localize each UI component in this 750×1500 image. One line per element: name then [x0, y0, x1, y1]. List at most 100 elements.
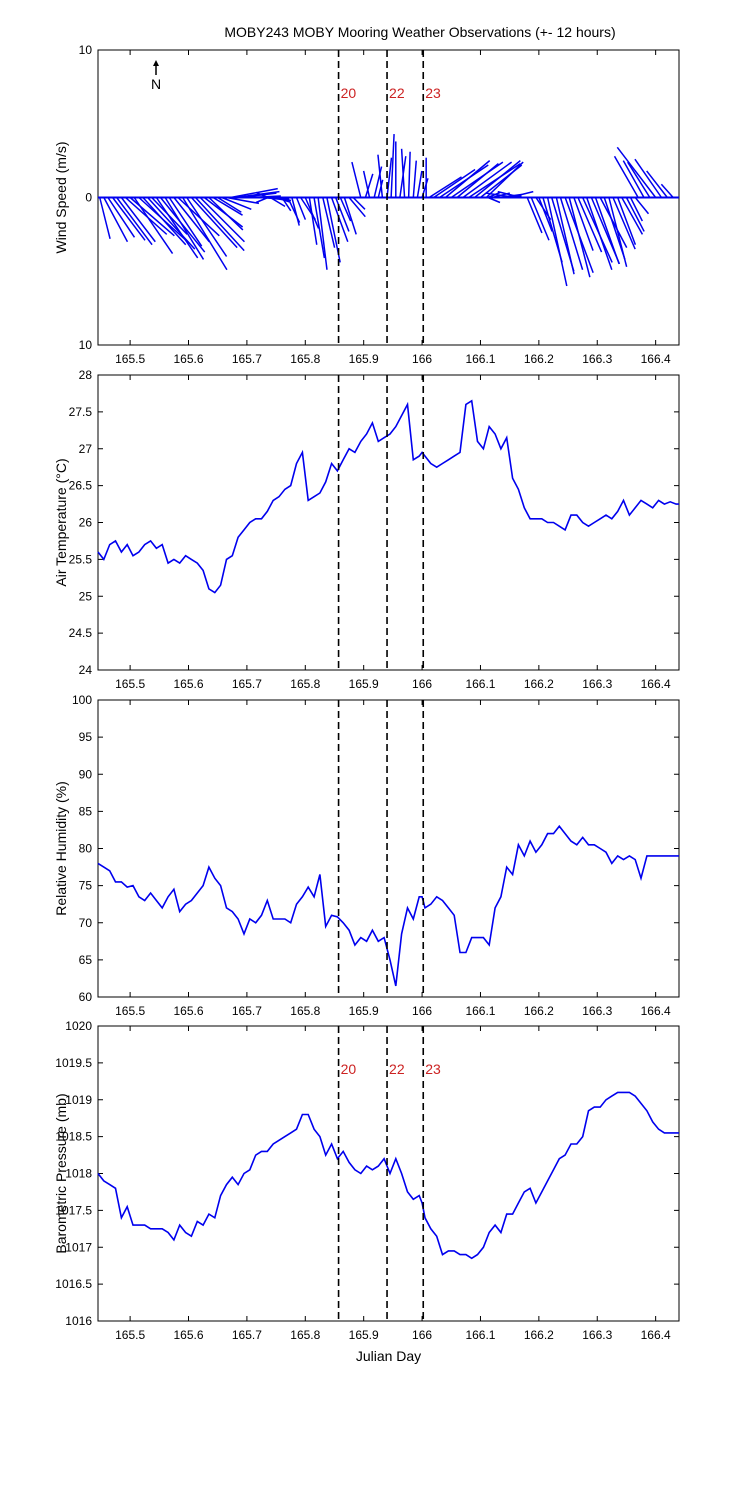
y-tick-label: 24 — [79, 663, 93, 677]
y-tick-label: 1020 — [65, 1019, 92, 1033]
wind-vector — [177, 196, 220, 237]
wind-vector — [230, 187, 278, 199]
wind-vector — [221, 196, 252, 210]
x-tick-label: 166.2 — [524, 1328, 554, 1342]
wind-vector — [444, 160, 491, 199]
wind-vector — [456, 162, 499, 199]
wind-vector — [627, 161, 651, 198]
x-tick-label: 166 — [412, 1004, 432, 1018]
x-axis-label: Julian Day — [356, 1348, 421, 1364]
wind-vector — [362, 170, 371, 198]
wind-vector — [339, 197, 352, 222]
y-tick-label: 1017.5 — [55, 1203, 92, 1217]
x-tick-label: 166.4 — [641, 1004, 671, 1018]
wind-vector — [646, 170, 668, 198]
x-tick-label: 165.7 — [232, 1328, 262, 1342]
wind-vector — [182, 197, 228, 271]
plot-frame — [97, 699, 680, 998]
wind-vector — [390, 134, 395, 198]
wind-vector — [559, 197, 584, 270]
x-tick-label: 165.8 — [290, 1328, 320, 1342]
y-tick-label: 26.5 — [69, 479, 93, 493]
wind-vector — [599, 197, 628, 249]
wind-vector — [474, 160, 521, 199]
data-series-line — [97, 399, 679, 594]
wind-vector — [190, 196, 238, 249]
x-tick-label: 165.9 — [349, 1328, 379, 1342]
wind-vector — [613, 155, 639, 198]
wind-vector — [147, 196, 196, 250]
y-tick-label: 24.5 — [69, 626, 93, 640]
x-tick-label: 166.3 — [582, 677, 612, 691]
wind-vector — [112, 197, 146, 241]
wind-vector — [433, 168, 476, 199]
plot-frame — [97, 374, 680, 671]
data-series-line — [97, 824, 679, 987]
x-tick-label: 165.8 — [290, 677, 320, 691]
wind-vector — [546, 197, 568, 287]
y-tick-label: 70 — [79, 916, 93, 930]
wind-vector — [226, 196, 260, 205]
y-tick-label: 1018.5 — [55, 1130, 92, 1144]
barometric-pressure-panel: 165.5 165.6 165.7 165.8 165.9 166 166.1 166.2 16… — [53, 1019, 680, 1364]
wind-vector — [173, 197, 210, 243]
wind-vector — [264, 196, 292, 202]
wind-vector — [612, 197, 636, 250]
y-tick-label: 25.5 — [69, 552, 93, 566]
wind-vector — [281, 197, 292, 212]
x-tick-label: 166.4 — [641, 677, 671, 691]
y-tick-label: 10 — [79, 43, 93, 57]
x-tick-label: 165.6 — [173, 1328, 203, 1342]
event-label: 23 — [425, 85, 441, 101]
wind-vector — [428, 176, 462, 199]
page-title: MOBY243 MOBY Mooring Weather Observation… — [224, 24, 616, 40]
wind-vector — [538, 197, 553, 232]
y-tick-label: 80 — [79, 842, 93, 856]
wind-vector — [155, 197, 199, 259]
y-axis-label: Barometric Pressure (mb) — [53, 1093, 69, 1253]
x-tick-label: 166.2 — [524, 352, 554, 366]
air-temperature-panel: 165.5 165.6 165.7 165.8 165.9 166 166.1 166.2 16… — [53, 368, 680, 691]
north-arrow-head-icon — [153, 60, 159, 66]
wind-vector — [594, 197, 620, 265]
wind-vector — [573, 197, 594, 251]
wind-vector — [164, 197, 205, 260]
wind-vector — [526, 197, 543, 234]
wind-vector — [377, 179, 384, 198]
wind-vector — [186, 197, 228, 257]
data-series-line — [97, 1091, 679, 1260]
y-tick-label: 28 — [79, 368, 93, 382]
wind-vector — [400, 148, 406, 198]
wind-vector — [622, 160, 645, 198]
x-tick-label: 166.2 — [524, 677, 554, 691]
wind-vector — [208, 196, 244, 231]
y-axis-label: Relative Humidity (%) — [53, 781, 69, 916]
wind-vector — [621, 197, 644, 235]
x-tick-label: 166 — [412, 677, 432, 691]
wind-vector — [530, 197, 550, 241]
wind-vector — [555, 197, 575, 275]
relative-humidity-panel: 165.5 165.6 165.7 165.8 165.9 166 166.1 166.2 16… — [53, 693, 680, 1018]
wind-vector — [634, 158, 663, 198]
wind-vector — [348, 197, 366, 218]
x-tick-label: 165.7 — [232, 1004, 262, 1018]
y-tick-label: 60 — [79, 990, 93, 1004]
y-tick-label: 85 — [79, 804, 93, 818]
x-tick-label: 166.2 — [524, 1004, 554, 1018]
x-tick-label: 165.9 — [349, 1004, 379, 1018]
x-tick-label: 166.3 — [582, 1328, 612, 1342]
plot-frame — [97, 1025, 680, 1322]
x-tick-label: 166.3 — [582, 352, 612, 366]
y-tick-label: 95 — [79, 730, 93, 744]
event-label: 20 — [341, 1061, 357, 1077]
y-tick-label: 1016.5 — [55, 1277, 92, 1291]
y-tick-label: 1016 — [65, 1314, 92, 1328]
x-tick-label: 166.4 — [641, 1328, 671, 1342]
x-tick-label: 166 — [412, 352, 432, 366]
wind-vector — [99, 197, 111, 239]
x-tick-label: 165.8 — [290, 352, 320, 366]
x-tick-label: 165.8 — [290, 1004, 320, 1018]
x-tick-label: 165.6 — [173, 352, 203, 366]
wind-vector — [269, 196, 286, 207]
